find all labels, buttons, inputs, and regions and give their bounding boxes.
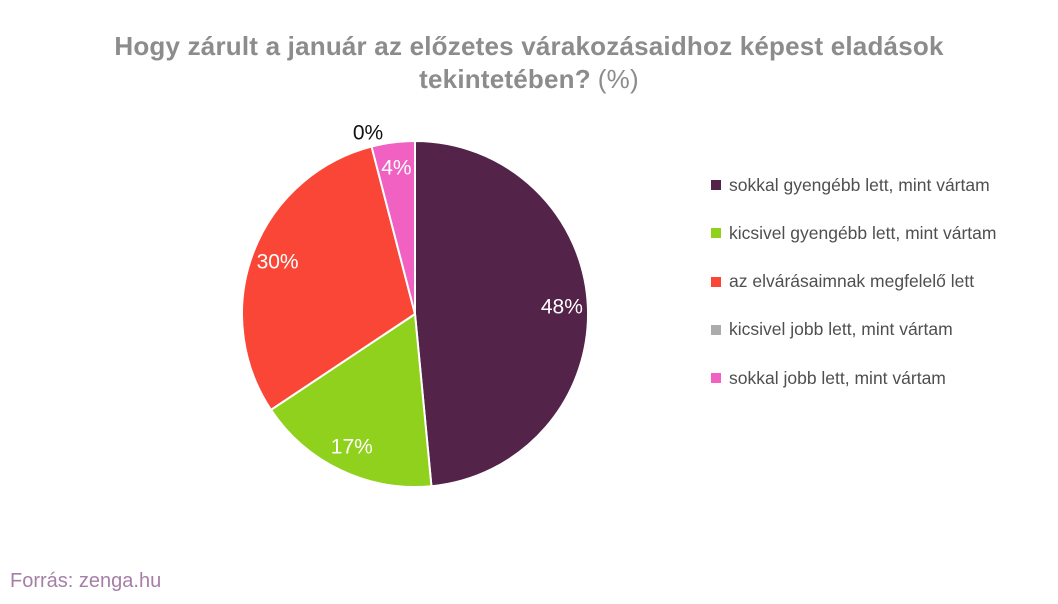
pie-slice-1 bbox=[269, 313, 433, 488]
legend-item-4: sokkal jobb lett, mint vártam bbox=[711, 354, 996, 402]
pie-value-label-0: 48% bbox=[540, 295, 583, 319]
pie-slice-2 bbox=[241, 145, 416, 411]
legend-item-label: kicsivel gyengébb lett, mint vártam bbox=[729, 222, 997, 243]
legend-swatch-icon bbox=[711, 373, 721, 384]
legend-swatch-icon bbox=[711, 324, 721, 335]
legend-item-label: sokkal jobb lett, mint vártam bbox=[729, 367, 946, 388]
legend-item-label: az elvárásaimnak megfelelő lett bbox=[729, 271, 975, 292]
pie-value-label-1: 17% bbox=[330, 435, 373, 459]
chart-title-line1: Hogy zárult a január az előzetes várakoz… bbox=[114, 31, 944, 61]
source-credit: Forrás: zenga.hu bbox=[10, 570, 162, 592]
chart-title-line2: tekintetében? (%) bbox=[419, 64, 639, 94]
legend-item-label: sokkal gyengébb lett, mint vártam bbox=[729, 174, 990, 195]
pie-value-label-2: 30% bbox=[256, 250, 299, 273]
pie-chart bbox=[241, 140, 590, 488]
legend-swatch-icon bbox=[711, 228, 721, 239]
pie-slice-4 bbox=[370, 140, 416, 315]
chart-title-unit: (%) bbox=[597, 64, 639, 94]
pie-value-label-3: 0% bbox=[352, 121, 384, 145]
legend-item-label: kicsivel jobb lett, mint vártam bbox=[729, 319, 953, 340]
pie-value-label-4: 4% bbox=[381, 156, 412, 180]
legend-item-0: sokkal gyengébb lett, mint vártam bbox=[711, 161, 996, 209]
legend-swatch-icon bbox=[711, 276, 721, 287]
legend-item-2: az elvárásaimnak megfelelő lett bbox=[711, 258, 996, 306]
legend-item-1: kicsivel gyengébb lett, mint vártam bbox=[711, 209, 996, 257]
legend: sokkal gyengébb lett, mint vártam kicsive… bbox=[711, 161, 996, 402]
legend-swatch-icon bbox=[711, 180, 721, 191]
pie-slice-0 bbox=[414, 140, 590, 488]
legend-item-3: kicsivel jobb lett, mint vártam bbox=[711, 306, 996, 354]
chart-title: Hogy zárult a január az előzetes várakoz… bbox=[0, 30, 1058, 96]
